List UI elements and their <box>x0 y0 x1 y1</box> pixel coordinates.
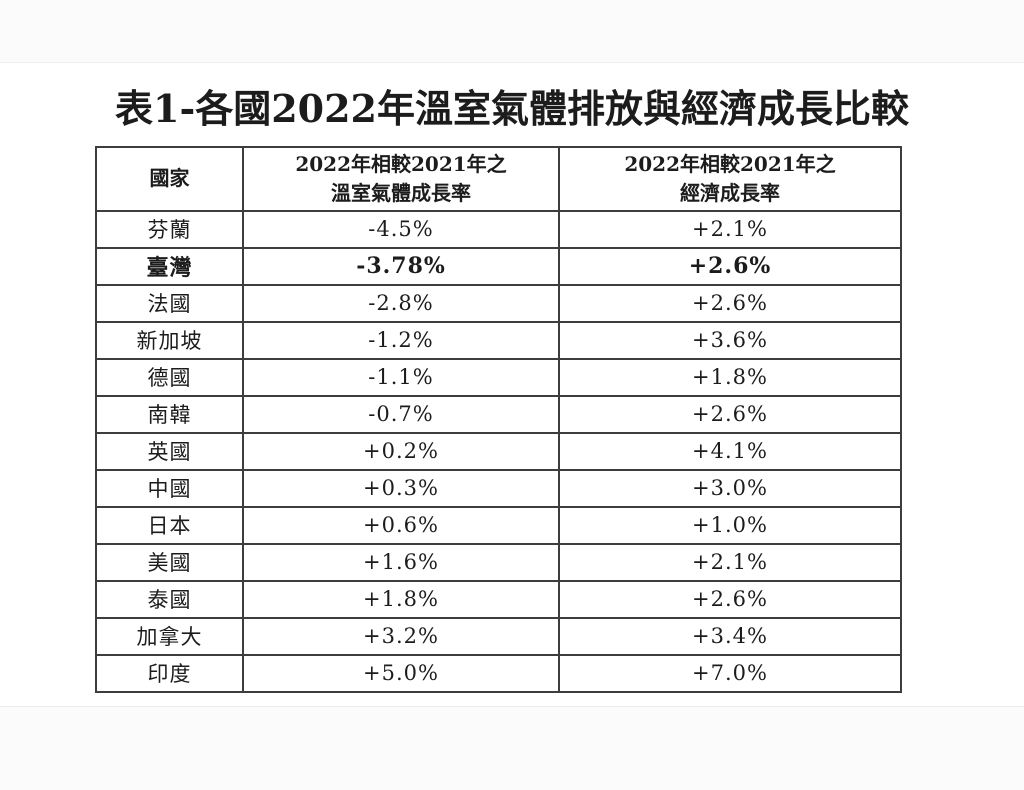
header-econ-growth: 2022年相較2021年之 經濟成長率 <box>558 145 902 212</box>
econ-value-cell: +1.8% <box>558 357 902 397</box>
country-cell: 德國 <box>95 357 244 397</box>
country-cell: 南韓 <box>95 394 244 434</box>
header-ghg-line2: 溫室氣體成長率 <box>331 180 471 205</box>
country-cell: 美國 <box>95 542 244 582</box>
table-header: 國家 2022年相較2021年之 溫室氣體成長率 2022年相較2021年之 經… <box>95 145 902 212</box>
header-country-label: 國家 <box>149 166 190 190</box>
table-row: 泰國 +1.8% +2.6% <box>95 579 902 619</box>
header-ghg-line1: 2022年相較2021年之 <box>295 151 507 176</box>
econ-value-cell: +3.6% <box>558 320 902 360</box>
ghg-value-cell: +3.2% <box>242 616 560 656</box>
table-row: 法國 -2.8% +2.6% <box>95 283 902 323</box>
ghg-value-cell: +1.6% <box>242 542 560 582</box>
ghg-value-cell: +0.3% <box>242 468 560 508</box>
table-row: 南韓 -0.7% +2.6% <box>95 394 902 434</box>
country-cell: 芬蘭 <box>95 209 244 249</box>
top-margin-band <box>0 0 1024 63</box>
econ-value-cell: +2.6% <box>558 246 902 286</box>
header-ghg-growth: 2022年相較2021年之 溫室氣體成長率 <box>242 145 560 212</box>
table-row: 加拿大 +3.2% +3.4% <box>95 616 902 656</box>
country-cell: 中國 <box>95 468 244 508</box>
header-econ-line2: 經濟成長率 <box>680 180 780 205</box>
table-row: 中國 +0.3% +3.0% <box>95 468 902 508</box>
country-cell: 英國 <box>95 431 244 471</box>
econ-value-cell: +1.0% <box>558 505 902 545</box>
econ-value-cell: +2.6% <box>558 394 902 434</box>
ghg-value-cell: -1.1% <box>242 357 560 397</box>
table-row: 德國 -1.1% +1.8% <box>95 357 902 397</box>
table-row: 英國 +0.2% +4.1% <box>95 431 902 471</box>
econ-value-cell: +4.1% <box>558 431 902 471</box>
ghg-value-cell: -2.8% <box>242 283 560 323</box>
table-title: 表1-各國2022年溫室氣體排放與經濟成長比較 <box>115 86 909 131</box>
ghg-value-cell: +5.0% <box>242 653 560 693</box>
econ-value-cell: +3.4% <box>558 616 902 656</box>
table-row: 日本 +0.6% +1.0% <box>95 505 902 545</box>
ghg-value-cell: -0.7% <box>242 394 560 434</box>
econ-value-cell: +2.1% <box>558 209 902 249</box>
ghg-value-cell: -1.2% <box>242 320 560 360</box>
country-cell: 加拿大 <box>95 616 244 656</box>
table-row: 印度 +5.0% +7.0% <box>95 653 902 693</box>
table-row: 新加坡 -1.2% +3.6% <box>95 320 902 360</box>
country-cell: 臺灣 <box>95 246 244 286</box>
econ-value-cell: +2.1% <box>558 542 902 582</box>
econ-value-cell: +3.0% <box>558 468 902 508</box>
table-row: 芬蘭 -4.5% +2.1% <box>95 209 902 249</box>
ghg-value-cell: +1.8% <box>242 579 560 619</box>
document-page: 表1-各國2022年溫室氣體排放與經濟成長比較 國家 2022年相較2021年之… <box>0 63 1024 706</box>
table-body: 芬蘭 -4.5% +2.1% 臺灣 -3.78% +2.6% 法國 -2.8% +2.6% 新加坡… <box>95 209 902 693</box>
comparison-table: 國家 2022年相較2021年之 溫室氣體成長率 2022年相較2021年之 經… <box>95 145 902 693</box>
table-row: 美國 +1.6% +2.1% <box>95 542 902 582</box>
header-econ-line1: 2022年相較2021年之 <box>624 151 836 176</box>
header-country: 國家 <box>95 145 244 212</box>
table-row: 臺灣 -3.78% +2.6% <box>95 246 902 286</box>
econ-value-cell: +2.6% <box>558 283 902 323</box>
header-row: 國家 2022年相較2021年之 溫室氣體成長率 2022年相較2021年之 經… <box>95 145 902 212</box>
ghg-value-cell: -4.5% <box>242 209 560 249</box>
ghg-value-cell: +0.6% <box>242 505 560 545</box>
country-cell: 印度 <box>95 653 244 693</box>
country-cell: 法國 <box>95 283 244 323</box>
ghg-value-cell: -3.78% <box>242 246 560 286</box>
country-cell: 日本 <box>95 505 244 545</box>
country-cell: 新加坡 <box>95 320 244 360</box>
bottom-margin-band <box>0 706 1024 790</box>
econ-value-cell: +2.6% <box>558 579 902 619</box>
ghg-value-cell: +0.2% <box>242 431 560 471</box>
econ-value-cell: +7.0% <box>558 653 902 693</box>
country-cell: 泰國 <box>95 579 244 619</box>
